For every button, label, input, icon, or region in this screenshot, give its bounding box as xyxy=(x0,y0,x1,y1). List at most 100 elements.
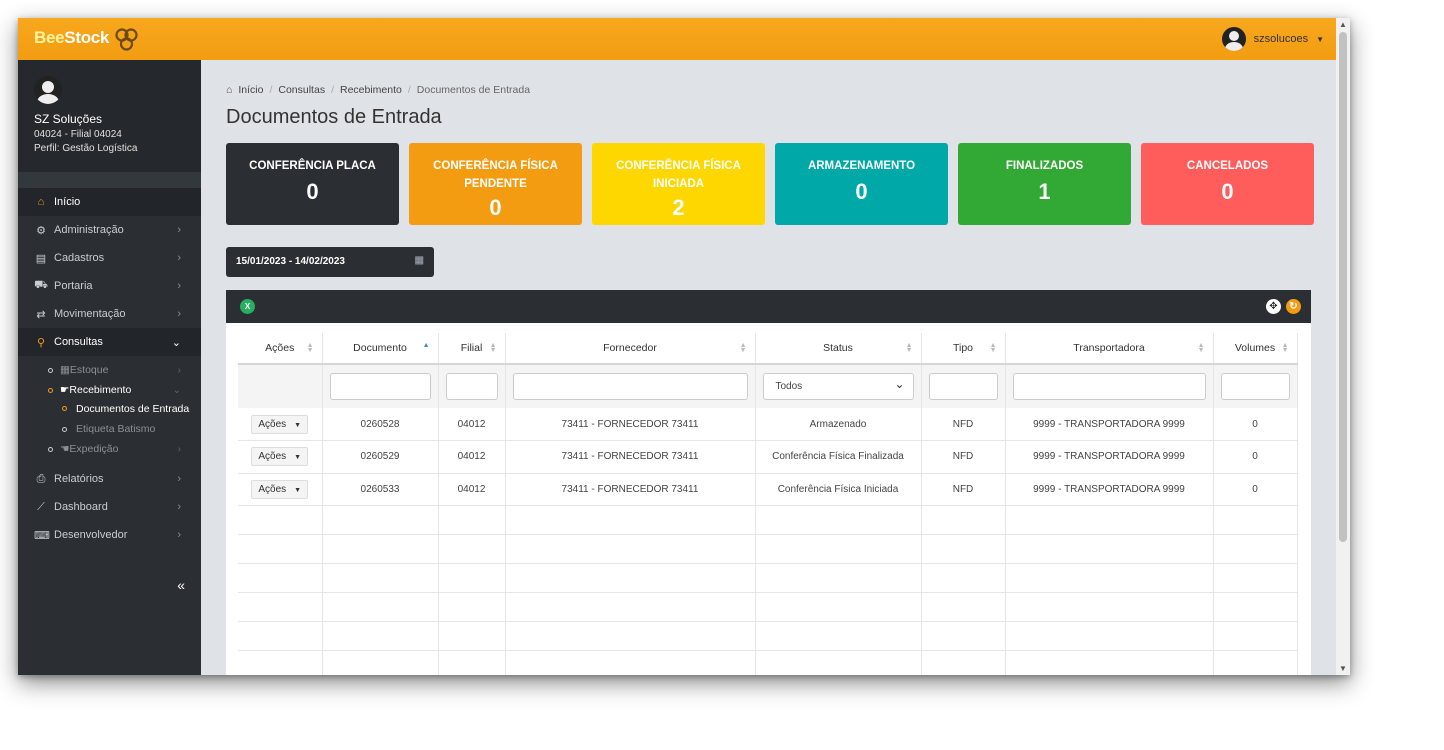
logo-bee-text: Bee xyxy=(34,28,65,47)
col-header-label: Tipo xyxy=(952,342,974,354)
cell-acoes: Ações ▼ xyxy=(238,473,323,506)
filter-cell-acoes xyxy=(238,364,323,408)
sidebar-subitem-documentos-entrada[interactable]: Documentos de Entrada xyxy=(18,400,201,419)
print-icon: ⎙ xyxy=(36,472,46,485)
refresh-icon[interactable]: ↻ xyxy=(1286,299,1301,314)
move-icon[interactable]: ✥ xyxy=(1266,299,1281,314)
user-name: szsolucoes xyxy=(1253,33,1309,45)
cell-documento: 0260533 xyxy=(322,473,439,506)
card-conferencia-fisica-pendente[interactable]: CONFERÊNCIA FÍSICA PENDENTE 0 xyxy=(409,143,582,225)
card-armazenamento[interactable]: ARMAZENAMENTO 0 xyxy=(775,143,948,225)
sidebar-item-consultas[interactable]: ⚲ Consultas ⌄ xyxy=(18,328,201,356)
table-header-row: Ações ▲ ▼ Documento ▲ Filial ▲ ▼ Fornecedor ▲ ▼… xyxy=(238,333,1298,365)
profile-role: Perfil: Gestão Logística xyxy=(34,143,138,154)
logo[interactable]: BeeStock xyxy=(34,28,109,48)
card-value: 1 xyxy=(1038,179,1051,204)
col-header-tipo[interactable]: Tipo ▲ ▼ xyxy=(921,333,1006,365)
scrollbar-thumb[interactable] xyxy=(1339,32,1347,542)
date-range-picker[interactable]: 15/01/2023 - 14/02/2023 ▦ xyxy=(226,247,434,277)
hand-icon: ☛ xyxy=(60,384,70,396)
sidebar-item-movimentacao[interactable]: ⇄ Movimentação › xyxy=(18,300,201,328)
caret-down-icon: ▼ xyxy=(1316,34,1324,44)
col-header-fornecedor[interactable]: Fornecedor ▲ ▼ xyxy=(505,333,756,365)
collapse-sidebar-button[interactable]: « xyxy=(177,577,185,593)
filter-documento-input[interactable] xyxy=(329,373,431,400)
table-row[interactable]: Ações ▼ 0260529 04012 73411 - FORNECEDOR … xyxy=(238,440,1298,474)
sidebar-subitem-estoque[interactable]: ▦ Estoque › xyxy=(18,360,201,380)
sidebar-item-cadastros[interactable]: ▤ Cadastros › xyxy=(18,244,201,272)
cell-status: Armazenado xyxy=(755,408,922,441)
card-title: FINALIZADOS xyxy=(1005,160,1084,172)
cell-status: Conferência Física Finalizada xyxy=(755,440,922,474)
col-header-transportadora[interactable]: Transportadora ▲ ▼ xyxy=(1005,333,1214,365)
sidebar-item-dashboard[interactable]: ⟋ Dashboard › xyxy=(18,493,201,521)
scroll-up-icon[interactable]: ▲ xyxy=(1339,20,1347,29)
card-finalizados[interactable]: FINALIZADOS 1 xyxy=(958,143,1131,225)
actions-dropdown-button[interactable]: Ações ▼ xyxy=(251,447,309,467)
breadcrumb-recebimento[interactable]: Recebimento xyxy=(340,84,402,96)
actions-dropdown-button[interactable]: Ações ▼ xyxy=(251,414,309,434)
app-window: BeeStock szsolucoes ▼ ▲ ▼ SZ Soluções 04… xyxy=(18,18,1350,675)
filter-transportadora-input[interactable] xyxy=(1012,373,1206,400)
col-header-filial[interactable]: Filial ▲ ▼ xyxy=(438,333,506,365)
chevron-right-icon: › xyxy=(177,364,181,376)
chevron-right-icon: › xyxy=(177,252,181,264)
user-menu[interactable]: szsolucoes ▼ xyxy=(1221,27,1324,51)
export-excel-icon[interactable]: X xyxy=(240,299,255,314)
empty-row xyxy=(238,650,1298,675)
bullet-icon xyxy=(48,387,53,393)
card-cancelados[interactable]: CANCELADOS 0 xyxy=(1141,143,1314,225)
col-header-documento[interactable]: Documento ▲ xyxy=(322,333,439,365)
card-conferencia-fisica-iniciada[interactable]: CONFERÊNCIA FÍSICA INICIADA 2 xyxy=(592,143,765,225)
card-title: CONFERÊNCIA FÍSICA PENDENTE xyxy=(433,160,558,190)
card-title: CANCELADOS xyxy=(1186,160,1269,172)
sidebar-subitem-etiqueta-batismo[interactable]: Etiqueta Batismo xyxy=(18,419,201,439)
col-header-acoes[interactable]: Ações ▲ ▼ xyxy=(238,333,323,365)
sort-icon: ▲ ▼ xyxy=(905,342,913,354)
scroll-down-icon[interactable]: ▼ xyxy=(1339,664,1347,673)
chevron-right-icon: › xyxy=(177,529,181,541)
breadcrumb-separator: / xyxy=(269,84,273,96)
filter-tipo-input[interactable] xyxy=(928,373,998,400)
chevron-down-icon: ⌄ xyxy=(171,336,181,349)
status-cards: CONFERÊNCIA PLACA 0 CONFERÊNCIA FÍSICA P… xyxy=(226,143,1314,225)
filter-status-select[interactable]: Todos xyxy=(762,373,914,400)
sidebar-subitem-recebimento[interactable]: ☛ Recebimento ⌄ xyxy=(18,380,201,400)
col-header-volumes[interactable]: Volumes ▲ ▼ xyxy=(1213,333,1298,365)
filter-cell-documento xyxy=(322,364,439,408)
sort-icon: ▲ ▼ xyxy=(489,342,497,354)
breadcrumb-home[interactable]: Início xyxy=(238,84,264,96)
filter-fornecedor-input[interactable] xyxy=(512,373,748,400)
table-row[interactable]: Ações ▼ 0260528 04012 73411 - FORNECEDOR … xyxy=(238,408,1298,441)
actions-dropdown-button[interactable]: Ações ▼ xyxy=(251,479,309,499)
sidebar-subitem-expedicao[interactable]: ☚ Expedição › xyxy=(18,439,201,459)
cell-volumes: 0 xyxy=(1213,408,1298,441)
logo-stock-text: Stock xyxy=(64,28,110,47)
sidebar-item-desenvolvedor[interactable]: ⌨ Desenvolvedor › xyxy=(18,521,201,549)
filter-cell-volumes xyxy=(1213,364,1298,408)
cell-documento: 0260529 xyxy=(322,440,439,474)
table-icon: ▦ xyxy=(60,364,70,376)
hand-left-icon: ☚ xyxy=(60,443,70,455)
breadcrumb: ⌂ Início / Consultas / Recebimento / Doc… xyxy=(226,84,530,96)
filter-volumes-input[interactable] xyxy=(1220,373,1290,400)
card-title: ARMAZENAMENTO xyxy=(807,160,916,172)
cell-filial: 04012 xyxy=(438,440,506,474)
table-row[interactable]: Ações ▼ 0260533 04012 73411 - FORNECEDOR … xyxy=(238,473,1298,506)
caret-down-icon: ▼ xyxy=(294,454,302,462)
page-scrollbar[interactable]: ▲ ▼ xyxy=(1336,18,1350,675)
sidebar-item-administracao[interactable]: ⚙ Administração › xyxy=(18,216,201,244)
profile-name: SZ Soluções xyxy=(34,112,103,126)
sidebar-item-relatorios[interactable]: ⎙ Relatórios › xyxy=(18,465,201,493)
documents-panel: X ✥ ↻ Ações ▲ ▼ Documento ▲ Filial ▲ ▼ Fornec… xyxy=(226,290,1311,675)
filter-row: Todos xyxy=(238,364,1298,408)
filter-filial-input[interactable] xyxy=(445,373,498,400)
card-conferencia-placa[interactable]: CONFERÊNCIA PLACA 0 xyxy=(226,143,399,225)
breadcrumb-consultas[interactable]: Consultas xyxy=(278,84,326,96)
cell-volumes: 0 xyxy=(1213,440,1298,474)
chevron-right-icon: › xyxy=(177,473,181,485)
col-header-status[interactable]: Status ▲ ▼ xyxy=(755,333,922,365)
sidebar-item-portaria[interactable]: ⛟ Portaria › xyxy=(18,272,201,300)
sidebar-item-inicio[interactable]: ⌂ Início xyxy=(18,188,201,216)
chart-icon: ⟋ xyxy=(37,500,45,513)
